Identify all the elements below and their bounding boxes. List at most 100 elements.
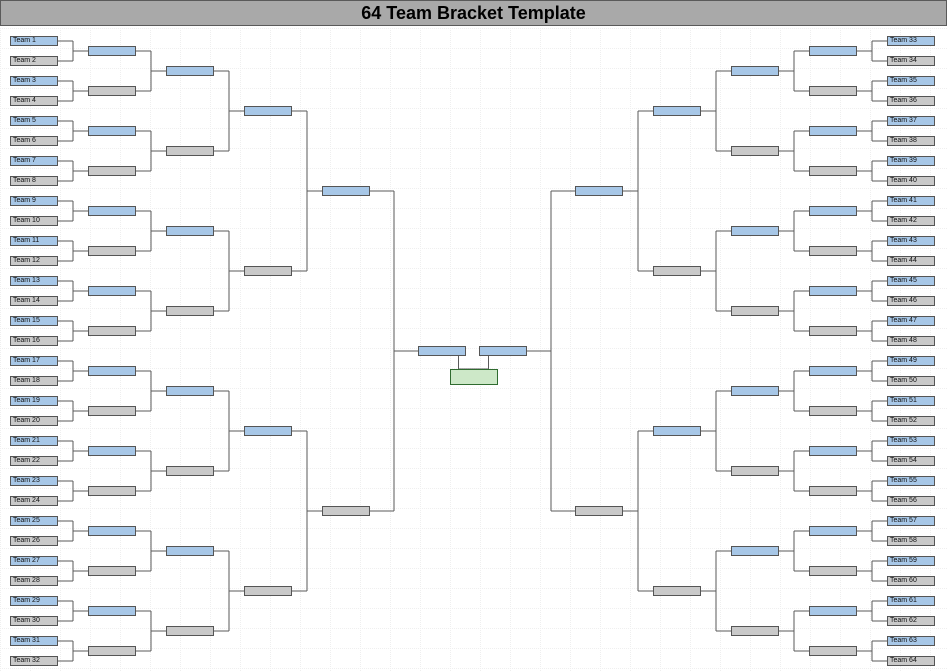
r1-L-10[interactable]: Team 11 <box>10 236 58 246</box>
r5-L-0[interactable] <box>322 186 370 196</box>
r1-R-13[interactable]: Team 46 <box>887 296 935 306</box>
r1-R-6[interactable]: Team 39 <box>887 156 935 166</box>
r2-R-5[interactable] <box>809 246 857 256</box>
r2-L-1[interactable] <box>88 86 136 96</box>
r2-L-8[interactable] <box>88 366 136 376</box>
r3-L-1[interactable] <box>166 146 214 156</box>
r1-R-17[interactable]: Team 50 <box>887 376 935 386</box>
champion-slot[interactable] <box>450 369 498 385</box>
r1-R-15[interactable]: Team 48 <box>887 336 935 346</box>
r1-R-31[interactable]: Team 64 <box>887 656 935 666</box>
r1-R-20[interactable]: Team 53 <box>887 436 935 446</box>
r2-L-12[interactable] <box>88 526 136 536</box>
r1-R-9[interactable]: Team 42 <box>887 216 935 226</box>
r1-L-17[interactable]: Team 18 <box>10 376 58 386</box>
r2-L-9[interactable] <box>88 406 136 416</box>
r4-L-0[interactable] <box>244 106 292 116</box>
r2-L-11[interactable] <box>88 486 136 496</box>
r1-L-26[interactable]: Team 27 <box>10 556 58 566</box>
r1-L-14[interactable]: Team 15 <box>10 316 58 326</box>
r1-L-1[interactable]: Team 2 <box>10 56 58 66</box>
r2-R-6[interactable] <box>809 286 857 296</box>
r1-L-20[interactable]: Team 21 <box>10 436 58 446</box>
r3-L-3[interactable] <box>166 306 214 316</box>
r5-R-1[interactable] <box>575 506 623 516</box>
r1-L-12[interactable]: Team 13 <box>10 276 58 286</box>
r1-R-24[interactable]: Team 57 <box>887 516 935 526</box>
r2-R-12[interactable] <box>809 526 857 536</box>
r6-R-0[interactable] <box>479 346 527 356</box>
r1-L-7[interactable]: Team 8 <box>10 176 58 186</box>
r2-L-10[interactable] <box>88 446 136 456</box>
r1-L-23[interactable]: Team 24 <box>10 496 58 506</box>
r1-L-31[interactable]: Team 32 <box>10 656 58 666</box>
r2-R-10[interactable] <box>809 446 857 456</box>
r2-R-0[interactable] <box>809 46 857 56</box>
r1-L-24[interactable]: Team 25 <box>10 516 58 526</box>
r3-R-4[interactable] <box>731 386 779 396</box>
r5-R-0[interactable] <box>575 186 623 196</box>
r1-L-4[interactable]: Team 5 <box>10 116 58 126</box>
r1-R-2[interactable]: Team 35 <box>887 76 935 86</box>
r3-L-0[interactable] <box>166 66 214 76</box>
r1-R-16[interactable]: Team 49 <box>887 356 935 366</box>
r1-R-0[interactable]: Team 33 <box>887 36 935 46</box>
r4-R-2[interactable] <box>653 426 701 436</box>
r4-L-2[interactable] <box>244 426 292 436</box>
r1-R-1[interactable]: Team 34 <box>887 56 935 66</box>
r1-R-26[interactable]: Team 59 <box>887 556 935 566</box>
r5-L-1[interactable] <box>322 506 370 516</box>
r1-R-23[interactable]: Team 56 <box>887 496 935 506</box>
r1-L-28[interactable]: Team 29 <box>10 596 58 606</box>
r6-L-0[interactable] <box>418 346 466 356</box>
r1-L-15[interactable]: Team 16 <box>10 336 58 346</box>
r2-L-13[interactable] <box>88 566 136 576</box>
r3-L-7[interactable] <box>166 626 214 636</box>
r2-R-7[interactable] <box>809 326 857 336</box>
r1-R-3[interactable]: Team 36 <box>887 96 935 106</box>
r3-R-1[interactable] <box>731 146 779 156</box>
r3-R-6[interactable] <box>731 546 779 556</box>
r1-R-14[interactable]: Team 47 <box>887 316 935 326</box>
r2-L-5[interactable] <box>88 246 136 256</box>
r1-R-29[interactable]: Team 62 <box>887 616 935 626</box>
r4-L-1[interactable] <box>244 266 292 276</box>
r4-L-3[interactable] <box>244 586 292 596</box>
r2-R-11[interactable] <box>809 486 857 496</box>
r1-L-18[interactable]: Team 19 <box>10 396 58 406</box>
r1-L-29[interactable]: Team 30 <box>10 616 58 626</box>
r1-L-16[interactable]: Team 17 <box>10 356 58 366</box>
r1-L-30[interactable]: Team 31 <box>10 636 58 646</box>
r2-R-15[interactable] <box>809 646 857 656</box>
r1-L-11[interactable]: Team 12 <box>10 256 58 266</box>
r2-L-3[interactable] <box>88 166 136 176</box>
r1-L-27[interactable]: Team 28 <box>10 576 58 586</box>
r1-L-21[interactable]: Team 22 <box>10 456 58 466</box>
r2-R-4[interactable] <box>809 206 857 216</box>
r2-R-14[interactable] <box>809 606 857 616</box>
r1-R-25[interactable]: Team 58 <box>887 536 935 546</box>
r1-L-5[interactable]: Team 6 <box>10 136 58 146</box>
r1-L-22[interactable]: Team 23 <box>10 476 58 486</box>
r2-R-13[interactable] <box>809 566 857 576</box>
r3-R-7[interactable] <box>731 626 779 636</box>
r2-R-9[interactable] <box>809 406 857 416</box>
r2-L-0[interactable] <box>88 46 136 56</box>
r2-L-15[interactable] <box>88 646 136 656</box>
r1-R-19[interactable]: Team 52 <box>887 416 935 426</box>
r4-R-3[interactable] <box>653 586 701 596</box>
r2-L-7[interactable] <box>88 326 136 336</box>
r1-R-10[interactable]: Team 43 <box>887 236 935 246</box>
r1-R-7[interactable]: Team 40 <box>887 176 935 186</box>
r1-L-2[interactable]: Team 3 <box>10 76 58 86</box>
r1-L-25[interactable]: Team 26 <box>10 536 58 546</box>
r2-L-14[interactable] <box>88 606 136 616</box>
r1-R-5[interactable]: Team 38 <box>887 136 935 146</box>
r1-L-0[interactable]: Team 1 <box>10 36 58 46</box>
r2-R-3[interactable] <box>809 166 857 176</box>
r2-L-2[interactable] <box>88 126 136 136</box>
r3-R-3[interactable] <box>731 306 779 316</box>
r1-R-28[interactable]: Team 61 <box>887 596 935 606</box>
r1-R-12[interactable]: Team 45 <box>887 276 935 286</box>
r1-L-6[interactable]: Team 7 <box>10 156 58 166</box>
